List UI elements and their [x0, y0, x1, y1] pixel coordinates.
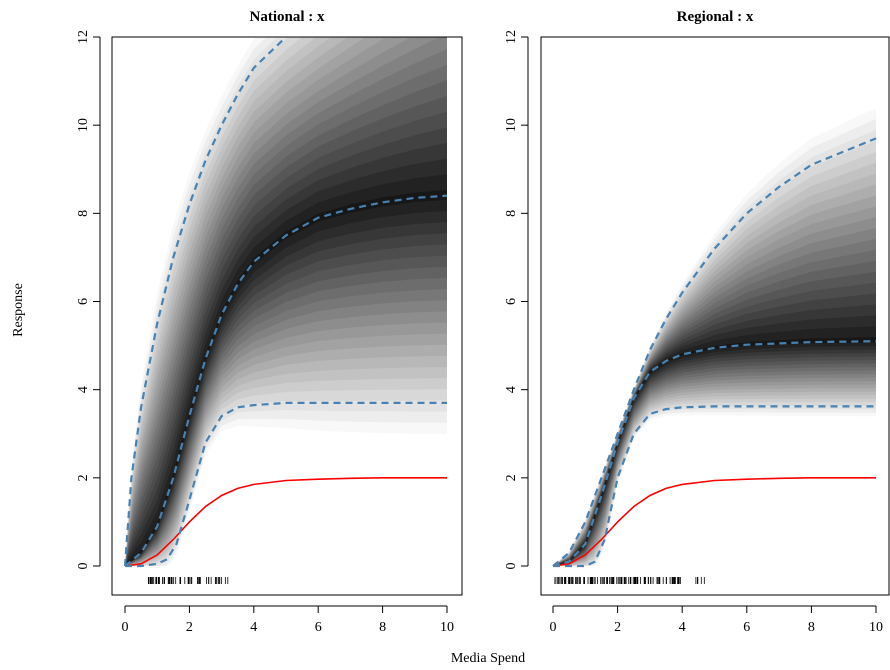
- series-truth-line: [124, 476, 447, 567]
- y-tick-label: 10: [76, 118, 91, 132]
- y-axis: 0 2 4 6 8 10 12: [76, 30, 101, 570]
- y-tick-label: 8: [76, 210, 91, 217]
- y-tick-label: 4: [504, 386, 519, 393]
- y-tick-label: 0: [504, 563, 519, 570]
- y-tick-label: 0: [76, 563, 91, 570]
- y-tick-label: 6: [76, 298, 91, 305]
- x-tick-label: 0: [122, 620, 129, 635]
- x-tick-label: 0: [550, 620, 557, 635]
- series-truth-line: [552, 476, 876, 567]
- density-bands: [125, 37, 447, 567]
- y-tick-label: 10: [504, 118, 519, 132]
- density-bands: [553, 108, 876, 567]
- series-lines: [123, 37, 448, 568]
- series-median-line: [552, 340, 877, 568]
- series-lower-line: [125, 401, 447, 568]
- x-tick-label: 6: [315, 620, 322, 635]
- y-axis-label: Response: [11, 283, 26, 337]
- x-tick-label: 4: [250, 620, 257, 635]
- y-tick-label: 2: [76, 474, 91, 481]
- x-tick-label: 2: [614, 620, 621, 635]
- series-upper-line: [123, 37, 288, 567]
- x-tick-label: 4: [679, 620, 686, 635]
- y-tick-label: 2: [504, 474, 519, 481]
- y-tick-label: 12: [504, 30, 519, 44]
- rug-marks: [554, 577, 705, 584]
- series-median-line: [124, 194, 448, 567]
- plot-frame: [540, 36, 890, 596]
- y-axis: 0 2 4 6 8 10 12: [504, 30, 529, 570]
- y-tick-label: 4: [76, 386, 91, 393]
- series-lines: [552, 137, 877, 568]
- series-lower-line: [553, 405, 876, 568]
- plot-frame: [111, 36, 463, 596]
- x-axis: 0 2 4 6 8 10: [122, 605, 454, 635]
- x-tick-label: 8: [808, 620, 815, 635]
- x-tick-label: 10: [440, 620, 454, 635]
- x-tick-label: 6: [743, 620, 750, 635]
- x-tick-label: 2: [186, 620, 193, 635]
- panel-title: National : x: [250, 9, 326, 25]
- x-tick-label: 10: [869, 620, 883, 635]
- y-tick-label: 8: [504, 210, 519, 217]
- x-axis-label: Media Spend: [451, 651, 525, 666]
- x-axis: 0 2 4 6 8 10: [550, 605, 883, 635]
- panel-national: National : x 0 2 4 6 8 10 0 2 4 6 8 10 12: [76, 9, 463, 635]
- panel-regional: Regional : x 0 2 4 6 8 10 0 2 4 6 8 10 12: [504, 9, 890, 635]
- y-tick-label: 6: [504, 298, 519, 305]
- x-tick-label: 8: [379, 620, 386, 635]
- y-tick-label: 12: [76, 30, 91, 44]
- panel-title: Regional : x: [677, 9, 754, 25]
- rug-marks: [147, 577, 229, 584]
